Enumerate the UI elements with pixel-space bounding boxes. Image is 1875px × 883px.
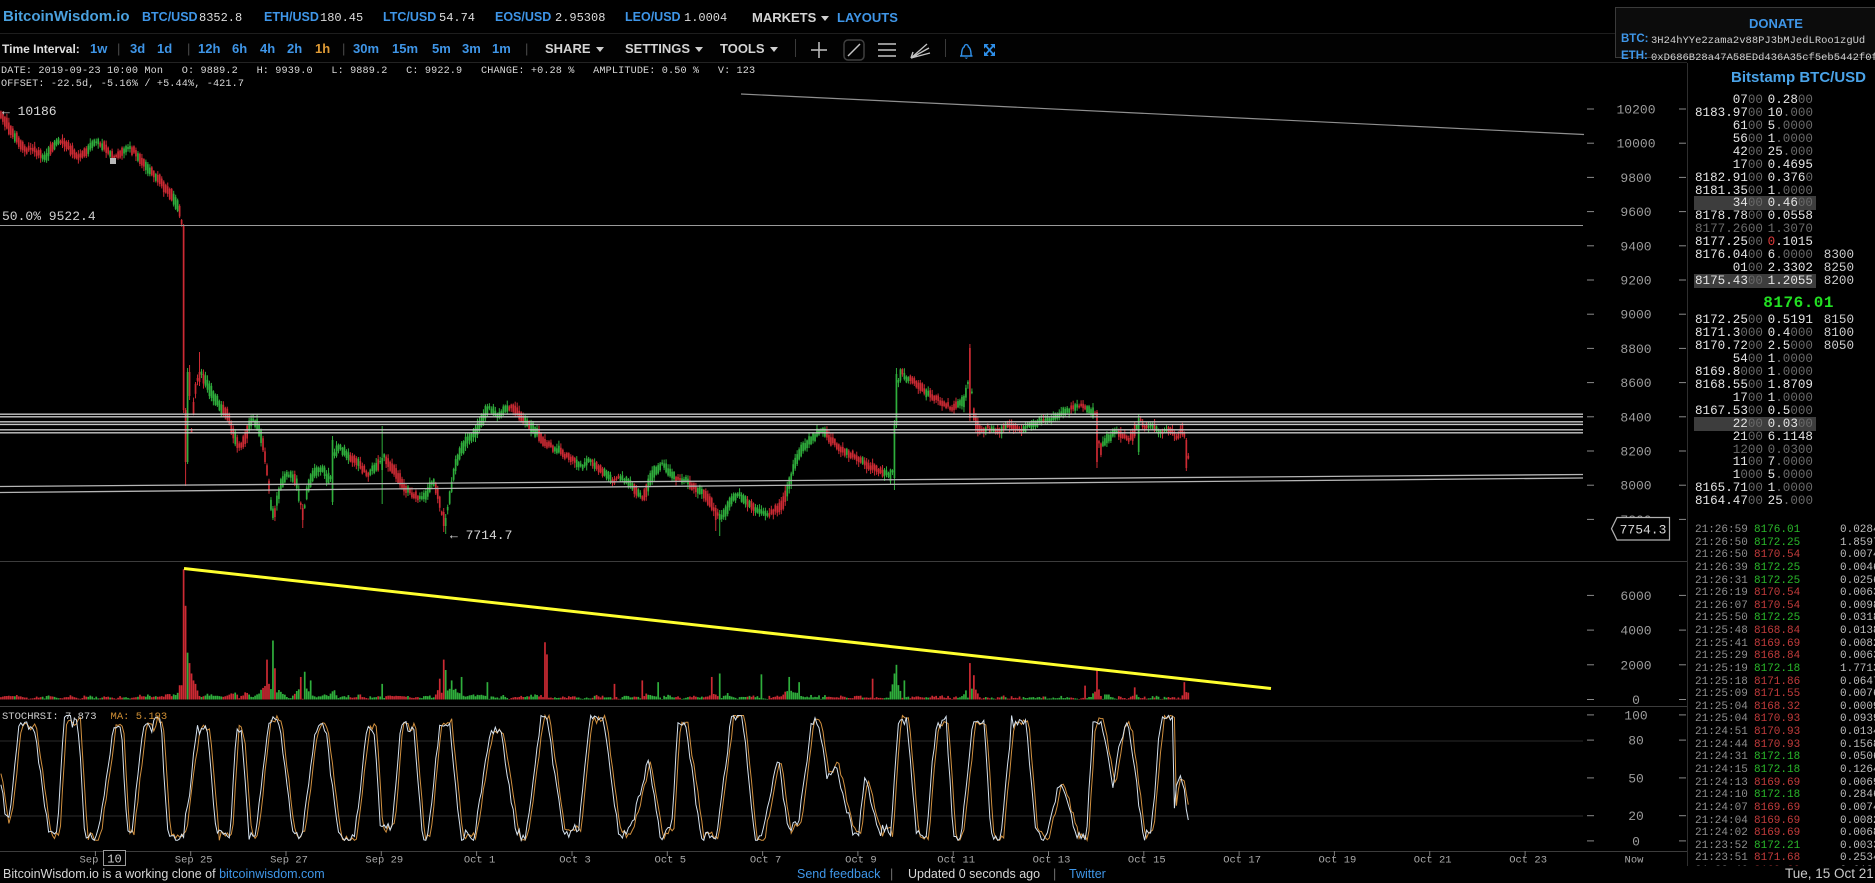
svg-text:9000: 9000 [1620, 308, 1651, 323]
svg-text:9800: 9800 [1620, 171, 1651, 186]
svg-text:9200: 9200 [1620, 274, 1651, 289]
svg-text:Oct 3: Oct 3 [559, 855, 591, 867]
svg-text:Oct 7: Oct 7 [750, 855, 782, 867]
svg-text:10: 10 [107, 853, 121, 867]
svg-text:7754.3: 7754.3 [1620, 523, 1667, 538]
svg-text:0: 0 [1632, 693, 1640, 708]
svg-text:9400: 9400 [1620, 239, 1651, 254]
svg-text:0: 0 [1632, 834, 1640, 849]
svg-text:← 10186: ← 10186 [2, 104, 57, 119]
svg-text:Now: Now [1625, 855, 1645, 867]
svg-text:8800: 8800 [1620, 342, 1651, 357]
svg-text:Oct 1: Oct 1 [464, 855, 496, 867]
svg-text:Sep 25: Sep 25 [175, 855, 213, 867]
svg-text:10200: 10200 [1616, 103, 1655, 118]
svg-text:← 7714.7: ← 7714.7 [450, 528, 512, 543]
svg-text:Oct 19: Oct 19 [1318, 855, 1356, 867]
svg-text:Oct 13: Oct 13 [1033, 855, 1071, 867]
svg-text:8000: 8000 [1620, 479, 1651, 494]
svg-text:8600: 8600 [1620, 376, 1651, 391]
svg-text:4000: 4000 [1620, 624, 1651, 639]
svg-text:9600: 9600 [1620, 205, 1651, 220]
svg-text:50: 50 [1628, 771, 1644, 786]
svg-text:20: 20 [1628, 809, 1644, 824]
svg-text:10000: 10000 [1616, 137, 1655, 152]
svg-text:Oct 23: Oct 23 [1509, 855, 1547, 867]
svg-text:Oct 15: Oct 15 [1128, 855, 1166, 867]
svg-text:Oct 11: Oct 11 [937, 855, 975, 867]
svg-text:8400: 8400 [1620, 410, 1651, 425]
svg-text:Oct 5: Oct 5 [655, 855, 687, 867]
svg-text:Sep 29: Sep 29 [365, 855, 403, 867]
svg-text:2000: 2000 [1620, 658, 1651, 673]
svg-text:Oct 9: Oct 9 [845, 855, 877, 867]
svg-text:80: 80 [1628, 734, 1644, 749]
svg-text:6000: 6000 [1620, 589, 1651, 604]
svg-text:Oct 21: Oct 21 [1414, 855, 1452, 867]
svg-text:8200: 8200 [1620, 445, 1651, 460]
svg-text:Oct 17: Oct 17 [1223, 855, 1261, 867]
svg-text:Sep 27: Sep 27 [270, 855, 308, 867]
svg-text:100: 100 [1624, 708, 1647, 723]
svg-text:50.0% 9522.4: 50.0% 9522.4 [2, 209, 96, 224]
